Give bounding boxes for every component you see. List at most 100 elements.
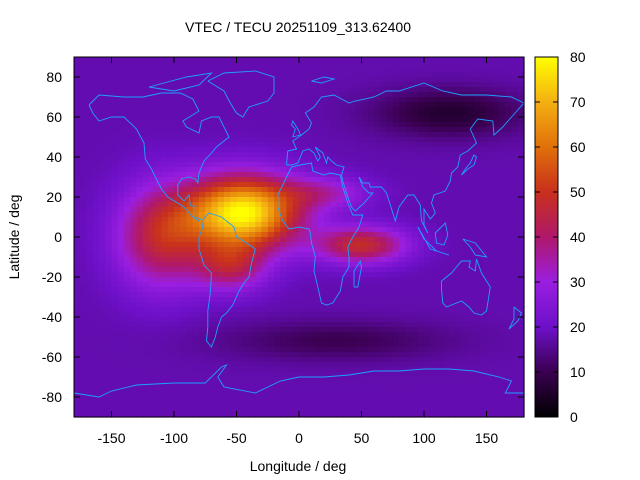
tec-cell: [511, 212, 519, 218]
tec-cell: [299, 117, 306, 123]
tec-cell: [267, 57, 275, 63]
tec-cell: [167, 277, 175, 283]
tec-cell: [492, 142, 500, 148]
tec-cell: [386, 157, 394, 163]
tec-cell: [430, 112, 438, 118]
tec-cell: [86, 182, 94, 188]
tec-cell: [255, 57, 263, 63]
tec-cell: [386, 287, 394, 293]
tec-cell: [249, 202, 256, 208]
tec-cell: [424, 127, 431, 133]
tec-cell: [499, 207, 506, 213]
tec-cell: [436, 167, 444, 173]
tec-cell: [161, 202, 169, 208]
tec-cell: [292, 92, 300, 98]
tec-cell: [299, 242, 306, 248]
tec-cell: [399, 332, 406, 338]
tec-cell: [342, 252, 350, 258]
tec-cell: [255, 172, 263, 178]
tec-cell: [467, 192, 475, 198]
tec-cell: [74, 67, 81, 73]
tec-cell: [286, 72, 294, 78]
tec-cell: [180, 127, 188, 133]
tec-cell: [467, 262, 475, 268]
tec-cell: [511, 177, 519, 183]
tec-cell: [161, 352, 169, 358]
tec-cell: [449, 112, 456, 118]
tec-cell: [505, 382, 513, 388]
tec-cell: [461, 187, 469, 193]
tec-cell: [261, 77, 269, 83]
tec-cell: [155, 142, 163, 148]
tec-cell: [174, 167, 181, 173]
tec-cell: [155, 152, 163, 158]
tec-cell: [424, 87, 431, 93]
tec-cell: [355, 77, 363, 83]
tec-cell: [211, 332, 219, 338]
tec-cell: [455, 377, 463, 383]
tec-cell: [99, 92, 106, 98]
tec-cell: [336, 242, 344, 248]
tec-cell: [380, 367, 388, 373]
tec-cell: [517, 82, 525, 88]
tec-cell: [205, 142, 213, 148]
tec-cell: [386, 257, 394, 263]
tec-cell: [149, 282, 156, 288]
tec-cell: [280, 377, 288, 383]
tec-cell: [161, 332, 169, 338]
tec-cell: [299, 327, 306, 333]
tec-cell: [292, 147, 300, 153]
tec-cell: [249, 162, 256, 168]
tec-cell: [92, 272, 100, 278]
tec-cell: [424, 297, 431, 303]
tec-cell: [361, 137, 369, 143]
tec-cell: [255, 282, 263, 288]
tec-cell: [299, 282, 306, 288]
tec-cell: [199, 197, 206, 203]
tec-cell: [105, 327, 113, 333]
tec-cell: [249, 382, 256, 388]
tec-cell: [349, 117, 356, 123]
tec-cell: [324, 342, 331, 348]
tec-cell: [117, 332, 125, 338]
tec-cell: [136, 317, 144, 323]
tec-cell: [505, 142, 513, 148]
tec-cell: [124, 247, 131, 253]
tec-cell: [255, 277, 263, 283]
tec-cell: [261, 252, 269, 258]
tec-cell: [311, 237, 319, 243]
tec-cell: [192, 317, 200, 323]
tec-cell: [161, 72, 169, 78]
tec-cell: [336, 132, 344, 138]
tec-cell: [330, 97, 338, 103]
tec-cell: [492, 67, 500, 73]
tec-cell: [517, 212, 525, 218]
tec-cell: [274, 62, 281, 68]
tec-cell: [405, 302, 413, 308]
tec-cell: [486, 127, 494, 133]
tec-cell: [199, 82, 206, 88]
tec-cell: [236, 367, 244, 373]
tec-cell: [342, 322, 350, 328]
tec-cell: [167, 152, 175, 158]
tec-cell: [511, 167, 519, 173]
tec-cell: [255, 317, 263, 323]
tec-cell: [392, 117, 400, 123]
tec-cell: [242, 307, 250, 313]
tec-cell: [424, 277, 431, 283]
tec-cell: [286, 262, 294, 268]
tec-cell: [80, 387, 88, 393]
tec-cell: [474, 152, 481, 158]
tec-cell: [299, 72, 306, 78]
tec-cell: [436, 332, 444, 338]
tec-cell: [324, 382, 331, 388]
tec-cell: [142, 242, 150, 248]
tec-cell: [442, 227, 450, 233]
tec-cell: [80, 242, 88, 248]
tec-cell: [436, 217, 444, 223]
tec-cell: [130, 212, 138, 218]
tec-cell: [205, 322, 213, 328]
tec-cell: [324, 277, 331, 283]
tec-cell: [517, 117, 525, 123]
tec-cell: [486, 132, 494, 138]
